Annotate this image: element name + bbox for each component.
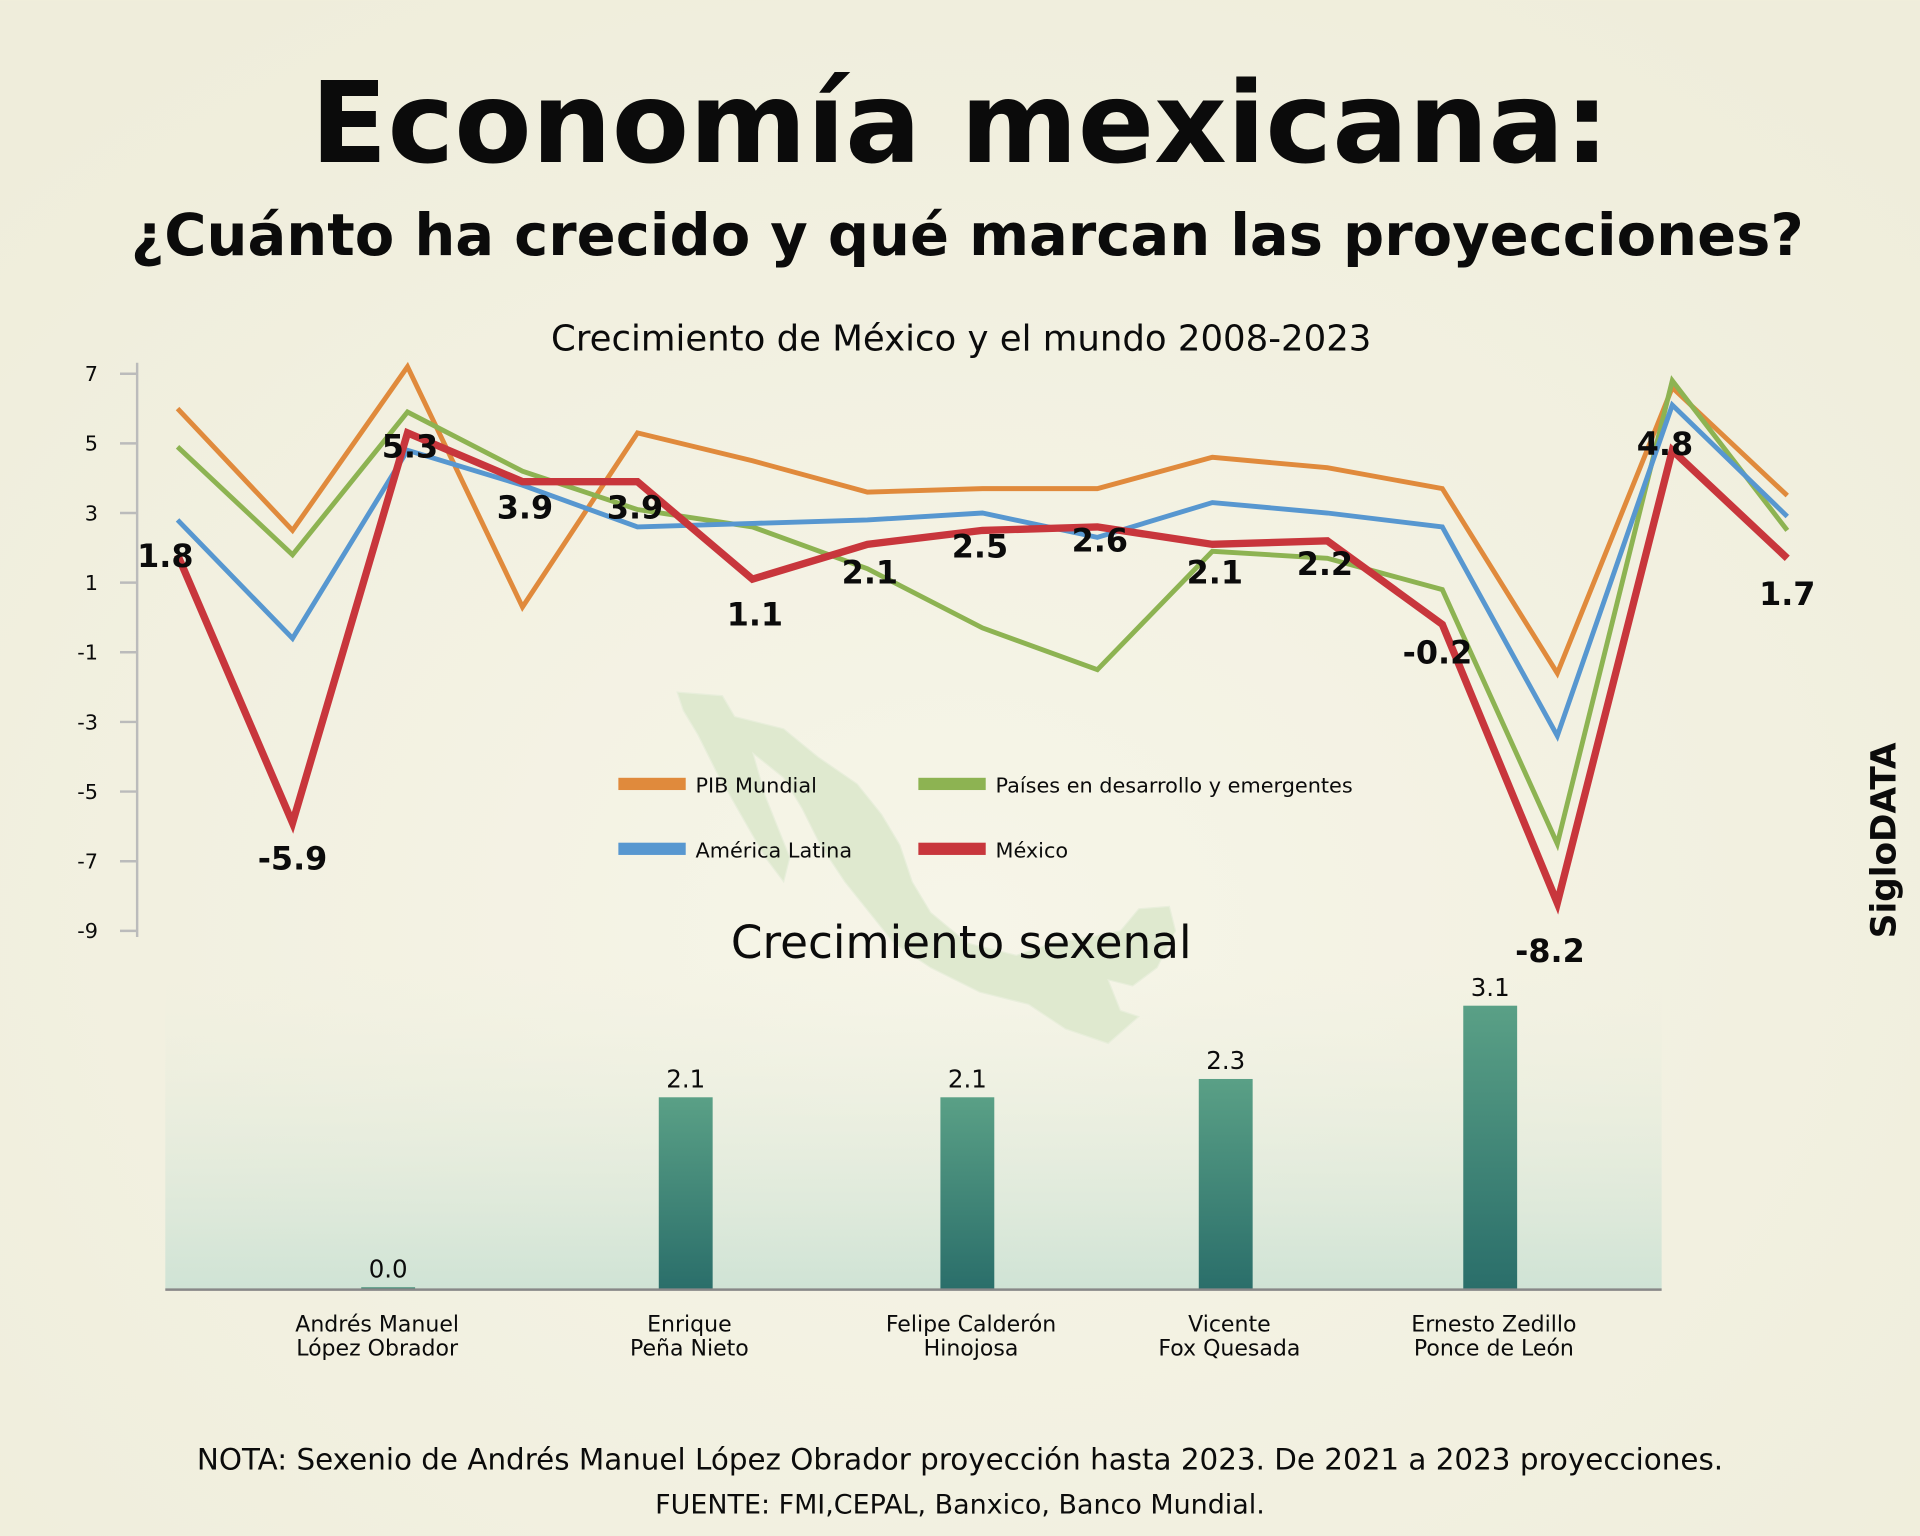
y-tick-label: -9 <box>77 919 98 943</box>
legend-swatch-pib-mundial <box>618 777 686 791</box>
legend-swatch-america-latina <box>618 842 686 855</box>
bar-category-label: Vicente <box>1188 1312 1271 1337</box>
mexico-data-label: 5.3 <box>382 427 438 465</box>
mexico-data-label: 2.1 <box>842 554 898 592</box>
bar-category-label: Hinojosa <box>924 1337 1019 1362</box>
mexico-data-label: 2.6 <box>1072 521 1128 559</box>
y-tick-label: 1 <box>85 571 98 595</box>
line-chart-title: Crecimiento de México y el mundo 2008-20… <box>551 318 1371 359</box>
brand-watermark: SigloDATA <box>1865 742 1905 938</box>
mexico-data-label: 1.7 <box>1759 575 1815 613</box>
mexico-data-label: 4.8 <box>1637 425 1693 463</box>
bar-category-label: Andrés Manuel <box>295 1312 459 1337</box>
bar-value-label: 2.3 <box>1206 1046 1245 1075</box>
mexico-data-label: 3.9 <box>497 488 553 526</box>
mexico-data-label: 1.8 <box>137 537 193 575</box>
y-tick-label: 7 <box>85 362 98 386</box>
mexico-data-label: 2.1 <box>1187 554 1243 592</box>
y-tick-label: -7 <box>77 850 98 874</box>
source-text: FUENTE: FMI,CEPAL, Banxico, Banco Mundia… <box>655 1490 1265 1521</box>
bar-category-label: López Obrador <box>296 1337 459 1362</box>
mexico-data-label: 1.1 <box>727 596 783 634</box>
main-title: Economía mexicana: <box>311 57 1610 189</box>
y-tick-label: -5 <box>77 780 98 804</box>
y-tick-label: 5 <box>85 432 98 456</box>
mexico-data-label: -8.2 <box>1515 932 1585 970</box>
legend-label-pib-mundial: PIB Mundial <box>696 773 817 797</box>
bar-category-label: Felipe Calderón <box>886 1312 1056 1337</box>
legend-swatch-paises <box>918 777 986 791</box>
y-tick-label: -3 <box>77 710 98 734</box>
bar <box>1463 1005 1518 1290</box>
bar <box>1198 1078 1253 1290</box>
bar <box>940 1097 995 1290</box>
mexico-data-label: 2.2 <box>1297 545 1353 583</box>
y-tick-label: -1 <box>77 641 98 665</box>
legend-label-mexico: México <box>996 838 1069 862</box>
bar-category-label: Ponce de León <box>1414 1337 1574 1362</box>
bar-value-label: 3.1 <box>1471 973 1510 1002</box>
note-text: NOTA: Sexenio de Andrés Manuel López Obr… <box>197 1443 1723 1477</box>
mexico-data-label: -0.2 <box>1403 634 1473 672</box>
legend-label-america-latina: América Latina <box>696 838 853 862</box>
line-series <box>174 361 1790 915</box>
legend-swatch-mexico <box>918 842 986 855</box>
bar-chart-background <box>165 967 1662 1290</box>
bar-value-label: 2.1 <box>666 1064 705 1093</box>
mexico-data-labels: 1.8 -5.9 5.3 3.9 3.9 1.1 2.1 2.5 2.6 2.1 2.2 -0.2 -8… <box>137 425 1815 970</box>
legend-label-paises: Países en desarrollo y emergentes <box>996 773 1353 797</box>
bar-category-label: Peña Nieto <box>630 1337 749 1362</box>
bar <box>658 1097 713 1290</box>
mexico-data-label: -5.9 <box>258 839 328 877</box>
bar-category-label: Ernesto Zedillo <box>1411 1312 1576 1337</box>
legend: PIB Mundial Países en desarrollo y emerg… <box>618 773 1353 862</box>
bar-value-label: 2.1 <box>948 1064 987 1093</box>
mexico-data-label: 2.5 <box>952 527 1008 565</box>
mexico-data-label: 3.9 <box>607 488 663 526</box>
bar-category-label: Enrique <box>647 1312 732 1337</box>
y-tick-label: 3 <box>85 501 98 525</box>
bar-value-label: 0.0 <box>369 1254 408 1283</box>
main-subtitle: ¿Cuánto ha crecido y qué marcan las proy… <box>131 202 1804 269</box>
y-axis-ticks: 7 5 3 1 -1 -3 -5 -7 -9 <box>77 362 138 943</box>
bar-category-label: Fox Quesada <box>1158 1337 1300 1362</box>
bar-chart-title: Crecimiento sexenal <box>731 916 1192 969</box>
mexico-map-image <box>676 691 1177 1045</box>
